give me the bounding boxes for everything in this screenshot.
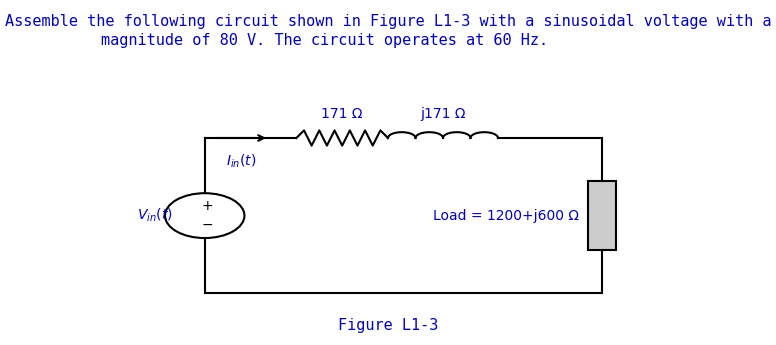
Text: −: − (202, 218, 213, 232)
Text: Assemble the following circuit shown in Figure L1-3 with a sinusoidal voltage wi: Assemble the following circuit shown in … (5, 14, 771, 29)
Text: magnitude of 80 V. The circuit operates at 60 Hz.: magnitude of 80 V. The circuit operates … (101, 33, 548, 48)
Text: j171 Ω: j171 Ω (421, 107, 466, 121)
Text: 171 Ω: 171 Ω (321, 107, 363, 121)
Bar (588, 181, 615, 250)
Text: $I_{in}(t)$: $I_{in}(t)$ (226, 152, 257, 170)
Text: Figure L1-3: Figure L1-3 (338, 318, 438, 333)
Text: $V_{in}(t)$: $V_{in}(t)$ (137, 207, 172, 224)
Text: Load = 1200+j600 Ω: Load = 1200+j600 Ω (433, 209, 579, 223)
Text: +: + (202, 199, 213, 213)
